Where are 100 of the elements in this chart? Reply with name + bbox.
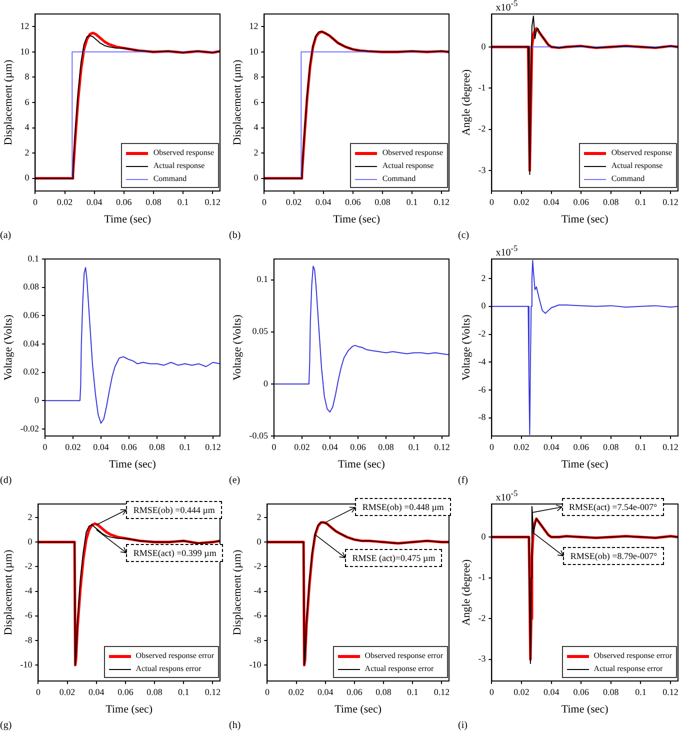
y-tick-label: 6 — [254, 96, 259, 107]
legend-label: Observed response error — [364, 650, 443, 662]
legend-label: Actual response — [381, 160, 435, 172]
y-tick-label: 2 — [24, 147, 30, 158]
text: (g) — [0, 720, 12, 731]
legend-label: Actual response — [610, 160, 664, 172]
y-axis-title: Displacement (µm) — [2, 549, 14, 636]
legend-label: Observed response — [381, 147, 443, 159]
x-tick-label: 0.04 — [318, 686, 334, 697]
x-tick-label: 0.06 — [346, 686, 363, 697]
y-tick-label: -2 — [24, 561, 32, 572]
x-tick-label: 0.1 — [406, 196, 418, 207]
y-tick-label: 2 — [481, 272, 486, 283]
x-tick-label: 0.08 — [378, 442, 394, 452]
x-tick-label: 0.06 — [573, 442, 590, 452]
x-tick-label: 0 — [489, 686, 494, 697]
y-tick-label: 0.1 — [256, 274, 268, 284]
y-tick-label: 8 — [254, 72, 259, 82]
x-axis-title: Time (sec) — [104, 213, 152, 226]
y-tick-label: 2 — [28, 512, 32, 522]
legend-label: Actual respons error — [134, 663, 202, 675]
x-tick-label: 0.1 — [177, 196, 189, 207]
y-tick-label: -4 — [478, 356, 486, 366]
text: (i) — [458, 720, 468, 731]
x-tick-label: 0 — [272, 442, 277, 452]
y-tick-label: 0 — [24, 172, 30, 183]
y-tick-label: 0 — [263, 378, 268, 388]
x-axis-title: Time (sec) — [338, 458, 386, 470]
legend-label: Actual response — [152, 160, 206, 172]
text: x10$^{-5}$ — [496, 489, 518, 504]
x-tick-label: 0.1 — [178, 686, 190, 697]
y-axis-title: Voltage (Volts) — [2, 314, 14, 380]
y-tick-label: 10 — [249, 46, 259, 56]
x-axis-title: Time (sec) — [561, 213, 609, 226]
y-tick-label: 8 — [24, 72, 30, 82]
text: (d) — [0, 475, 12, 486]
x-axis-title: Time (sec) — [561, 458, 609, 470]
x-tick-label: 0.12 — [204, 686, 221, 697]
y-axis-title: Displacement (µm) — [231, 549, 244, 636]
y-tick-label: 0 — [254, 172, 259, 183]
x-tick-label: 0.08 — [374, 196, 391, 207]
x-tick-label: 0.02 — [65, 442, 81, 452]
annotation: RMSE(ob) =8.79e-007° — [563, 546, 664, 565]
y-tick-label: -6 — [254, 610, 262, 620]
x-tick-label: 0.1 — [408, 442, 420, 452]
x-tick-label: 0.04 — [86, 196, 103, 207]
annotation: RMSE (act)=0.475 µm — [345, 548, 442, 567]
y-tick-label: -4 — [254, 586, 262, 596]
y-tick-label: 2 — [256, 512, 262, 522]
x-tick-label: 0.02 — [514, 442, 530, 452]
annotation: RMSE(act) =0.399 µm — [126, 544, 224, 562]
x-tick-label: 0.02 — [294, 442, 310, 452]
y-tick-label: -2 — [478, 124, 486, 134]
legend-label: Actual response error — [364, 663, 435, 675]
x-tick-label: 0.08 — [149, 442, 166, 452]
x-tick-label: 0.12 — [434, 686, 450, 697]
x-tick-label: 0.1 — [635, 686, 646, 697]
x-tick-label: 0.02 — [514, 196, 530, 207]
y-tick-label: 6 — [24, 96, 30, 107]
y-tick-label: 2 — [254, 147, 258, 158]
legend-label: Observed response error — [134, 650, 214, 662]
y-tick-label: -1 — [478, 572, 486, 582]
y-tick-label: -2 — [478, 612, 486, 623]
y-tick-label: 0.08 — [23, 282, 40, 292]
y-tick-label: 0.06 — [23, 310, 40, 320]
text: (f) — [458, 475, 468, 486]
y-tick-label: -4 — [24, 586, 33, 596]
legend-label: Command — [381, 173, 417, 185]
x-tick-label: 0.06 — [121, 442, 138, 452]
x-tick-label: 0.06 — [350, 442, 366, 452]
y-tick-label: -0.05 — [249, 430, 268, 440]
y-tick-label: -8 — [254, 634, 262, 645]
x-tick-label: 0.04 — [88, 686, 105, 697]
x-axis-title: Time (sec) — [333, 213, 380, 226]
y-tick-label: 0 — [481, 531, 486, 542]
x-axis-title: Time (sec) — [106, 703, 153, 716]
annotation: RMSE(ob) =0.444 µm — [126, 500, 222, 519]
x-tick-label: 0.04 — [543, 442, 560, 452]
x-tick-label: 0.08 — [603, 196, 620, 207]
y-tick-label: 12 — [249, 21, 258, 31]
x-tick-label: 0.02 — [59, 686, 76, 697]
y-axis-title: Angle (degree) — [460, 559, 472, 626]
y-tick-label: -2 — [478, 328, 486, 339]
x-tick-label: 0.08 — [603, 686, 620, 697]
x-tick-label: 0.02 — [514, 686, 530, 697]
x-tick-label: 0.06 — [116, 196, 132, 207]
legend-label: Command — [610, 173, 646, 185]
y-axis-title: Displacement (µm) — [231, 59, 244, 146]
annotation: RMSE(ob) =0.448 µm — [355, 498, 451, 516]
y-tick-label: -8 — [478, 412, 486, 422]
x-tick-label: 0.1 — [179, 442, 191, 452]
text: x10$^{-5}$ — [496, 244, 518, 258]
text: (c) — [458, 230, 470, 241]
y-tick-label: 0 — [481, 41, 486, 52]
x-tick-label: 0.06 — [118, 686, 134, 697]
x-tick-label: 0.1 — [407, 686, 418, 697]
x-tick-label: 0.08 — [146, 196, 162, 207]
x-tick-label: 0.04 — [543, 196, 560, 207]
x-tick-label: 0.04 — [543, 686, 560, 697]
x-tick-label: 0.12 — [434, 196, 450, 207]
